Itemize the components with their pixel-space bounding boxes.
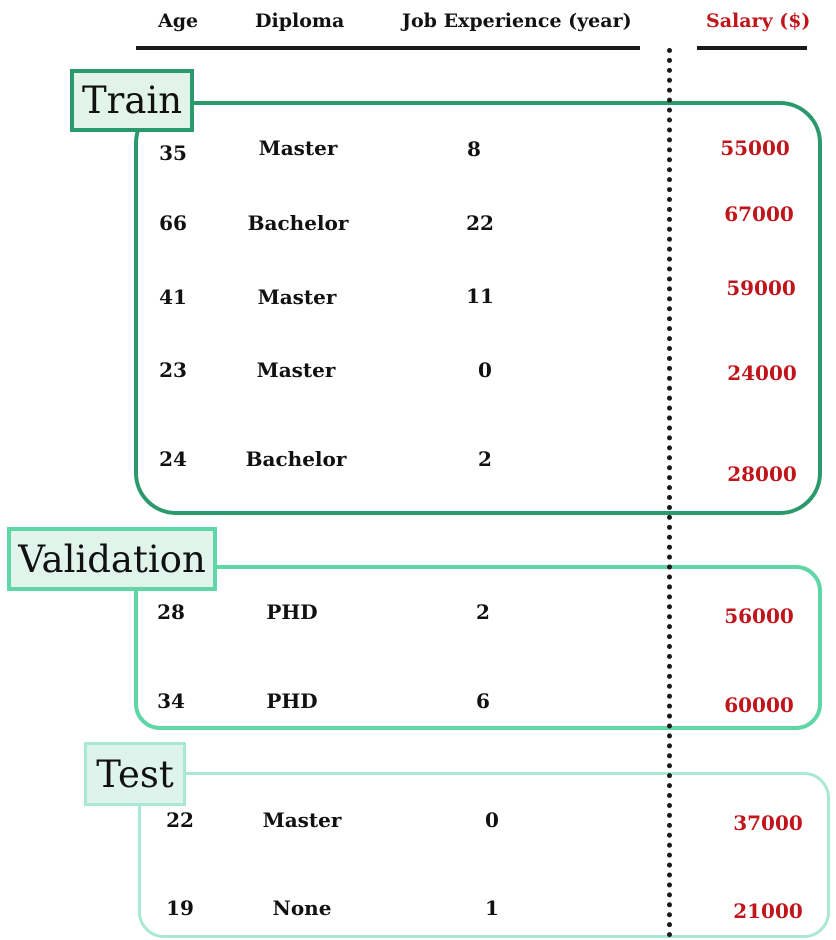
train-row-1-experience: 8	[467, 137, 481, 161]
train-set-box	[134, 101, 822, 515]
validation-row-1-age: 28	[157, 600, 185, 624]
test-row-1-age: 22	[166, 808, 194, 832]
test-row-2-diploma: None	[272, 896, 332, 920]
test-label: Test	[84, 742, 186, 806]
validation-row-2-age: 34	[157, 689, 185, 713]
validation-row-1-experience: 2	[476, 600, 490, 624]
header-age: Age	[158, 10, 199, 32]
test-set-box	[138, 772, 830, 938]
header-experience: Job Experience (year)	[402, 10, 632, 32]
test-row-2-experience: 1	[485, 896, 499, 920]
train-row-1-age: 35	[159, 141, 187, 165]
header-salary: Salary ($)	[706, 10, 811, 32]
test-row-1-diploma: Master	[262, 808, 342, 832]
features-header-rule	[136, 46, 640, 50]
train-row-2-salary: 67000	[724, 202, 794, 226]
test-row-2-salary: 21000	[733, 899, 803, 923]
validation-row-2-salary: 60000	[724, 693, 794, 717]
validation-row-2-diploma: PHD	[266, 689, 318, 713]
train-row-5-age: 24	[159, 447, 187, 471]
validation-row-2-experience: 6	[476, 689, 490, 713]
train-row-3-age: 41	[159, 285, 187, 309]
train-row-4-diploma: Master	[256, 358, 336, 382]
validation-row-1-diploma: PHD	[266, 600, 318, 624]
train-row-1-salary: 55000	[720, 136, 790, 160]
train-row-3-salary: 59000	[726, 276, 796, 300]
train-row-4-salary: 24000	[727, 361, 797, 385]
train-row-1-diploma: Master	[258, 136, 338, 160]
header-diploma: Diploma	[255, 10, 345, 32]
train-row-2-age: 66	[159, 211, 187, 235]
train-row-5-experience: 2	[478, 447, 492, 471]
feature-target-divider	[667, 48, 672, 938]
test-row-1-experience: 0	[485, 808, 499, 832]
train-label: Train	[70, 69, 194, 132]
target-header-rule	[697, 46, 807, 50]
test-row-2-age: 19	[166, 896, 194, 920]
test-row-1-salary: 37000	[733, 811, 803, 835]
train-row-2-diploma: Bachelor	[247, 211, 349, 235]
validation-set-box	[134, 565, 822, 730]
train-row-3-experience: 11	[466, 284, 494, 308]
train-row-5-salary: 28000	[727, 462, 797, 486]
validation-label: Validation	[7, 527, 217, 591]
train-row-3-diploma: Master	[257, 285, 337, 309]
train-row-4-experience: 0	[478, 358, 492, 382]
train-row-5-diploma: Bachelor	[245, 447, 347, 471]
train-row-2-experience: 22	[466, 211, 494, 235]
train-row-4-age: 23	[159, 358, 187, 382]
validation-row-1-salary: 56000	[724, 604, 794, 628]
